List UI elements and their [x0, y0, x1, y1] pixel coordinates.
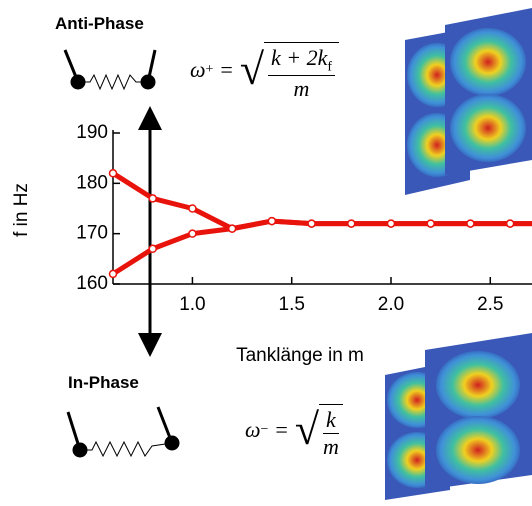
point: [189, 230, 196, 237]
in-phase-label: In-Phase: [68, 373, 139, 393]
x-tick-label: 1.5: [279, 294, 305, 315]
point: [308, 220, 315, 227]
point: [229, 225, 236, 232]
x-axis-label: Tanklänge in m: [236, 345, 364, 366]
y-tick-label: 160: [76, 273, 108, 294]
symbol: ω: [245, 417, 261, 443]
numerator: k: [323, 407, 339, 434]
numerator-sub: f: [327, 59, 332, 74]
anti-phase-label: Anti-Phase: [55, 14, 144, 34]
denominator: m: [323, 434, 339, 460]
sub: −: [261, 422, 269, 438]
point: [427, 220, 434, 227]
point: [467, 220, 474, 227]
point: [189, 205, 196, 212]
y-tick-label: 180: [76, 172, 108, 193]
point: [348, 220, 355, 227]
y-tick-label: 190: [76, 122, 108, 143]
point: [388, 220, 395, 227]
denominator: m: [294, 76, 310, 102]
point: [268, 218, 275, 225]
point: [507, 220, 514, 227]
y-tick-label: 170: [76, 223, 108, 244]
point: [110, 270, 117, 277]
numerator: k + 2k: [271, 45, 327, 70]
symbol: ω: [190, 57, 206, 83]
point: [149, 245, 156, 252]
x-tick-label: 1.0: [179, 294, 205, 315]
sub: +: [206, 62, 214, 78]
mode-images: [385, 8, 532, 500]
x-tick-label: 2.0: [378, 294, 404, 315]
point: [149, 195, 156, 202]
point: [110, 170, 117, 177]
x-tick-label: 2.5: [477, 294, 503, 315]
line: [113, 221, 510, 274]
spring-diagrams: [65, 50, 179, 457]
y-axis-label: f in Hz: [11, 183, 32, 237]
figure: Tanklänge in m f in Hz 160 170 180 190 1.0 1.…: [0, 0, 532, 506]
